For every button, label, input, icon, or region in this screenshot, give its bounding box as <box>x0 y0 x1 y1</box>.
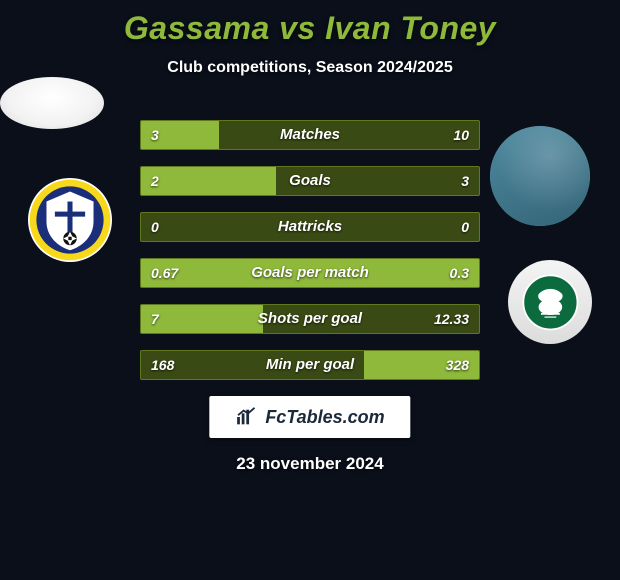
stat-value-right: 12.33 <box>434 305 469 333</box>
brand-badge: FcTables.com <box>209 396 410 438</box>
stat-value-right: 328 <box>446 351 469 379</box>
comparison-card: Gassama vs Ivan Toney Club competitions,… <box>0 0 620 580</box>
player-right-avatar <box>490 126 590 226</box>
stat-row: 2 Goals 3 <box>140 166 480 196</box>
club-right-badge <box>508 260 592 344</box>
player-left-avatar <box>0 77 104 129</box>
club-left-badge <box>28 178 112 262</box>
stat-value-right: 10 <box>453 121 469 149</box>
subtitle: Club competitions, Season 2024/2025 <box>0 59 620 77</box>
stat-value-right: 0 <box>461 213 469 241</box>
stat-label: Matches <box>141 121 479 149</box>
stat-value-right: 0.3 <box>450 259 469 287</box>
stats-list: 3 Matches 10 2 Goals 3 0 Hattricks 0 0.6… <box>140 120 480 396</box>
brand-logo-icon <box>235 406 257 428</box>
stat-label: Shots per goal <box>141 305 479 333</box>
brand-text: FcTables.com <box>265 407 384 428</box>
stat-label: Hattricks <box>141 213 479 241</box>
stat-label: Goals <box>141 167 479 195</box>
stat-row: 168 Min per goal 328 <box>140 350 480 380</box>
stat-row: 7 Shots per goal 12.33 <box>140 304 480 334</box>
stat-value-right: 3 <box>461 167 469 195</box>
stat-row: 3 Matches 10 <box>140 120 480 150</box>
page-title: Gassama vs Ivan Toney <box>0 0 620 47</box>
stat-row: 0.67 Goals per match 0.3 <box>140 258 480 288</box>
stat-row: 0 Hattricks 0 <box>140 212 480 242</box>
stat-label: Min per goal <box>141 351 479 379</box>
stat-label: Goals per match <box>141 259 479 287</box>
date-label: 23 november 2024 <box>0 454 620 474</box>
